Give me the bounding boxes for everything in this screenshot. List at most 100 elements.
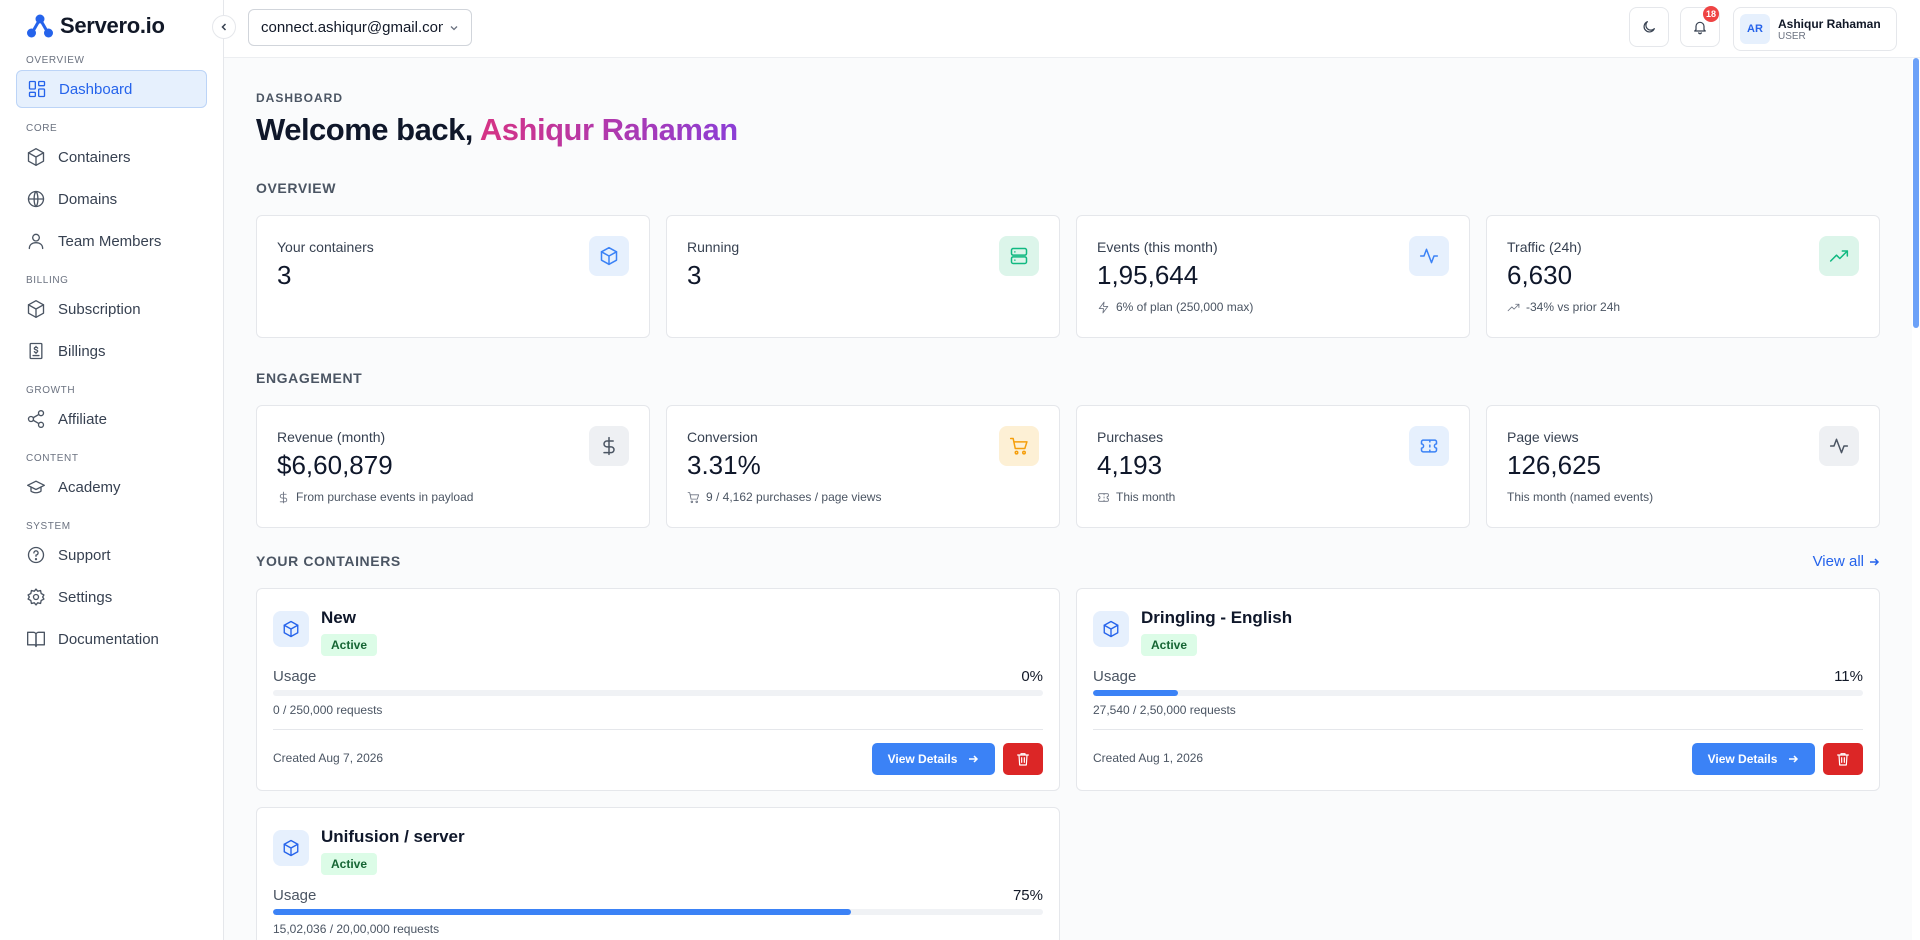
logo-icon [26,13,54,39]
arrow-right-icon [1789,755,1799,763]
stat-subtext: -34% vs prior 24h [1507,300,1620,314]
cart-icon [1009,437,1028,455]
nav-group-core: CORE Containers Domains Team Members [0,120,223,260]
theme-toggle-button[interactable] [1629,7,1669,47]
sidebar-item-settings[interactable]: Settings [16,578,207,616]
stat-label: Purchases [1097,429,1164,445]
container-name[interactable]: Unifusion / server [321,827,465,846]
collapse-sidebar-button[interactable] [212,15,236,39]
stat-label: Your containers [277,239,374,255]
stat-label: Conversion [687,429,758,445]
nav-group-content: CONTENT Academy [0,450,223,506]
view-all-link[interactable]: View all [1813,553,1880,570]
box-icon [283,839,299,857]
share-icon [26,409,46,429]
stat-card-events-this-month: Events (this month) 1,95,644 6% of plan (2… [1076,215,1470,338]
usage-label: Usage [273,668,317,685]
account-select-value: connect.ashiqur@gmail.com [261,19,443,36]
scrollbar-thumb[interactable] [1913,58,1919,328]
receipt-icon [26,341,46,361]
stat-value: 3.31% [687,450,761,480]
delete-button[interactable] [1003,743,1043,775]
dollar-icon [279,491,288,503]
moon-icon [1643,21,1655,33]
status-badge: Active [321,634,378,656]
nav-group-system: SYSTEM Support Settings Documentation [0,518,223,658]
stat-subtext-label: -34% vs prior 24h [1526,300,1621,314]
stat-card-your-containers: Your containers 3 [256,215,650,338]
sidebar: Servero.io OVERVIEW Dashboard CORE Containe… [0,0,224,940]
help-circle-icon [26,545,46,565]
stat-label: Page views [1507,429,1579,445]
container-icon [273,830,309,866]
container-icon [1093,611,1129,647]
nav-group-label: CORE [26,123,58,134]
book-icon [26,629,46,649]
sidebar-item-label: Academy [58,478,121,496]
containers-section-title: YOUR CONTAINERS [256,553,401,569]
box-icon [27,300,45,318]
sidebar-item-documentation[interactable]: Documentation [16,620,207,658]
sidebar-item-containers[interactable]: Containers [16,138,207,176]
book-icon [27,631,45,648]
status-badge: Active [1141,634,1198,656]
cart-icon [687,491,700,503]
trending-up-icon [1829,250,1849,262]
share-icon [27,410,45,428]
arrow-right-icon [1870,557,1880,566]
stat-label: Running [687,239,740,255]
usage-progress-bar [273,909,1043,915]
container-name[interactable]: Dringling - English [1141,608,1293,627]
stat-subtext: From purchase events in payload [277,490,473,504]
page-scrollbar[interactable] [1912,58,1920,940]
nav-group-label: GROWTH [26,385,76,396]
bell-icon [1694,21,1706,35]
ticket-icon [1420,439,1438,453]
usage-label: Usage [273,887,317,904]
stat-icon [589,236,629,276]
nav-group-label: SYSTEM [26,521,71,532]
welcome-user-name: Ashiqur Rahaman [479,112,738,147]
avatar: AR [1740,14,1770,44]
user-icon [26,231,46,251]
delete-button[interactable] [1823,743,1863,775]
sidebar-item-affiliate[interactable]: Affiliate [16,400,207,438]
container-card: Unifusion / server Active Usage 75% 15,02,03… [256,807,1060,940]
trash-icon [1017,753,1029,766]
usage-progress-bar [1093,690,1863,696]
ticket-icon [1098,492,1109,502]
created-date: Created Aug 7, 2026 [273,751,384,765]
nav-group-growth: GROWTH Affiliate [0,382,223,438]
stat-card-revenue-month: Revenue (month) $6,60,879 From purchase ev… [256,405,650,528]
globe-icon [26,189,46,209]
box-icon [27,148,45,166]
view-details-button[interactable]: View Details [872,743,995,775]
sidebar-item-label: Team Members [58,232,162,250]
sidebar-item-support[interactable]: Support [16,536,207,574]
sidebar-item-billings[interactable]: Billings [16,332,207,370]
sidebar-item-subscription[interactable]: Subscription [16,290,207,328]
trash-icon [1837,753,1849,766]
sidebar-item-domains[interactable]: Domains [16,180,207,218]
stat-value: 6,630 [1507,260,1573,290]
user-menu[interactable]: AR Ashiqur Rahaman USER [1733,7,1897,51]
sidebar-item-academy[interactable]: Academy [16,468,207,506]
brand[interactable]: Servero.io [0,0,223,52]
notifications-button[interactable]: 18 [1680,6,1720,47]
nav-group-billing: BILLING Subscription Billings [0,272,223,370]
stat-value: 3 [687,260,702,290]
stat-card-traffic-24h: Traffic (24h) 6,630 -34% vs prior 24h [1486,215,1880,338]
page-eyebrow: DASHBOARD [256,91,343,105]
stat-icon [1409,236,1449,276]
box-icon [1103,620,1119,638]
created-date: Created Aug 1, 2026 [1093,751,1204,765]
container-name[interactable]: New [321,608,356,627]
sidebar-item-dashboard[interactable]: Dashboard [16,70,207,108]
sidebar-item-team-members[interactable]: Team Members [16,222,207,260]
account-select[interactable]: connect.ashiqur@gmail.com [248,9,472,46]
nav-group-overview: OVERVIEW Dashboard [0,52,223,108]
view-details-button[interactable]: View Details [1692,743,1815,775]
sidebar-item-label: Documentation [58,630,159,648]
engagement-section-title: ENGAGEMENT [256,370,363,386]
sidebar-item-label: Domains [58,190,118,208]
